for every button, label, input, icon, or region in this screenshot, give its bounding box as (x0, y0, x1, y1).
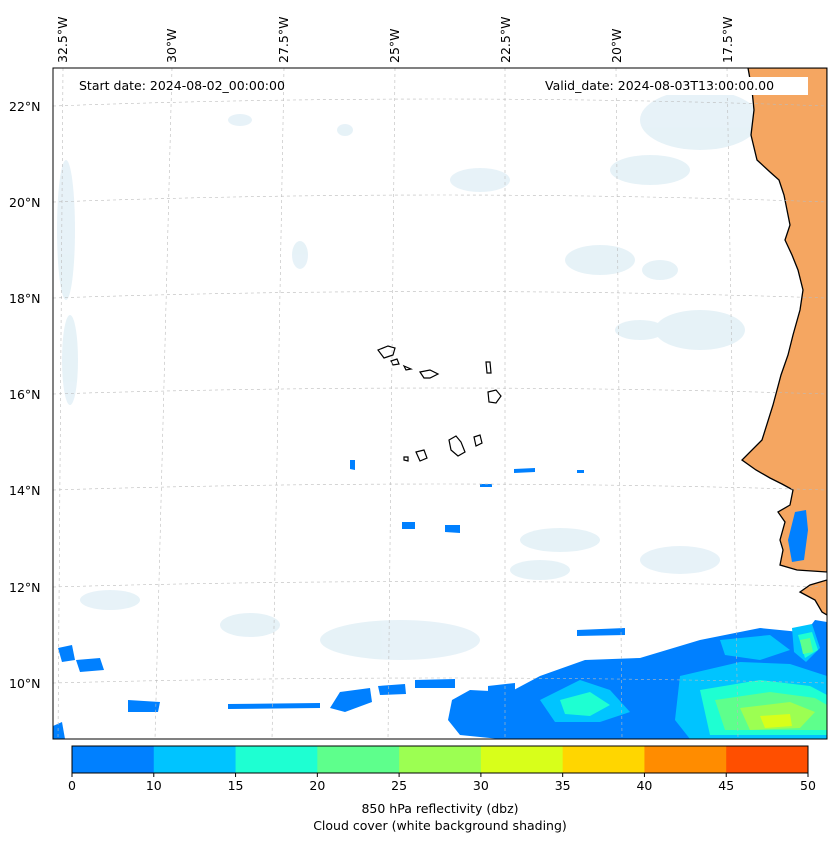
colorbar-tick-label: 30 (473, 778, 489, 793)
lat-label: 20°N (9, 195, 41, 210)
lat-label: 22°N (9, 99, 41, 114)
longitude-labels: 32.5°W 30°W 27.5°W 25°W 22.5°W 20°W 17.5… (55, 17, 735, 63)
cloud-cover-shading (57, 90, 760, 660)
colorbar-tick-label: 15 (228, 778, 244, 793)
reflectivity-25-35 (740, 702, 815, 730)
colorbar-swatch (726, 746, 809, 773)
lon-label: 32.5°W (55, 17, 70, 63)
colorbar-tick-label: 25 (391, 778, 407, 793)
gridlines (52, 67, 828, 740)
start-date-label: Start date: 2024-08-02_00:00:00 (79, 78, 285, 93)
lat-label: 12°N (9, 580, 41, 595)
lon-label: 22.5°W (498, 17, 513, 63)
colorbar-swatch (644, 746, 727, 773)
lon-label: 27.5°W (276, 17, 291, 63)
lat-label: 10°N (9, 676, 41, 691)
colorbar-tick-label: 40 (636, 778, 652, 793)
valid-date-background (540, 77, 808, 95)
colorbar-ticks: 0 10 15 20 25 30 35 40 45 50 (68, 773, 816, 793)
colorbar-tick-label: 45 (718, 778, 734, 793)
colorbar-swatch (235, 746, 318, 773)
lon-label: 20°W (609, 28, 624, 63)
colorbar-swatch (72, 746, 155, 773)
colorbar-tick-label: 35 (555, 778, 571, 793)
colorbar-swatch (562, 746, 645, 773)
colorbar-frame (71, 745, 809, 774)
colorbar-tick-label: 10 (146, 778, 162, 793)
lat-label: 14°N (9, 483, 41, 498)
colorbar-label-line2: Cloud cover (white background shading) (313, 818, 567, 833)
lat-label: 16°N (9, 387, 41, 402)
colorbar-swatches (72, 746, 809, 773)
africa-land (740, 68, 827, 573)
colorbar-tick-label: 20 (309, 778, 325, 793)
colorbar: 0 10 15 20 25 30 35 40 45 50 850 hPa reflectivity… (68, 745, 816, 833)
colorbar-tick-label: 50 (800, 778, 816, 793)
lon-label: 17.5°W (720, 17, 735, 63)
colorbar-tick-label: 0 (68, 778, 76, 793)
colorbar-swatch (480, 746, 564, 773)
valid-date-label: Valid_date: 2024-08-03T13:00:00.00 (545, 78, 774, 93)
colorbar-label-line1: 850 hPa reflectivity (dbz) (361, 801, 518, 816)
colorbar-swatch (317, 746, 400, 773)
cape-verde-islands (377, 345, 502, 462)
map-frame (52, 67, 828, 740)
lat-label: 18°N (9, 291, 41, 306)
africa-coast-south (798, 579, 827, 616)
lon-label: 30°W (164, 28, 179, 63)
colorbar-swatch (153, 746, 237, 773)
latitude-labels: 22°N 20°N 18°N 16°N 14°N 12°N 10°N (9, 99, 41, 691)
lon-label: 25°W (387, 28, 402, 63)
colorbar-swatch (399, 746, 482, 773)
